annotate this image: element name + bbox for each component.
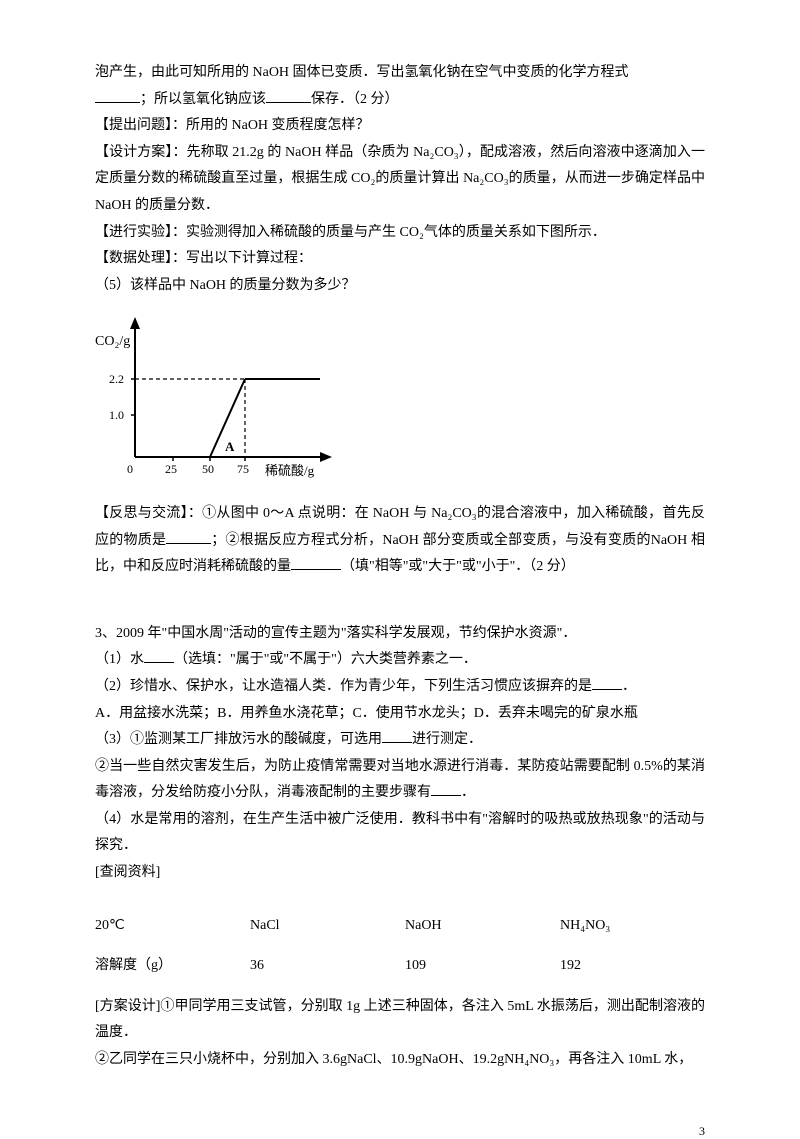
- table-cell: 溶解度（g）: [95, 953, 250, 980]
- svg-text:稀硫酸/g: 稀硫酸/g: [265, 463, 315, 478]
- fill-blank[interactable]: [144, 648, 174, 663]
- svg-text:75: 75: [237, 462, 249, 476]
- paragraph: （3）①监测某工厂排放污水的酸碱度，可选用 进行测定．: [95, 727, 705, 754]
- paragraph: （5）该样品中 NaOH 的质量分数为多少？: [95, 273, 705, 300]
- text: 进行测定．: [412, 732, 482, 747]
- fill-blank[interactable]: [166, 529, 211, 544]
- paragraph: 【进行实验】：实验测得加入稀硫酸的质量与产生 CO₂气体的质量关系如下图所示．: [95, 220, 705, 247]
- table-cell: 36: [250, 953, 405, 980]
- text: （4）水是常用的溶剂，在生产生活中被广泛使用．教科书中有"溶解时的吸热或放热现象…: [95, 812, 705, 854]
- text: 3、2009 年"中国水周"活动的宣传主题为"落实科学发展观，节约保护水资源"．: [95, 626, 576, 641]
- text: A．用盆接水洗菜；B．用养鱼水浇花草；C．使用节水龙头；D．丢弃未喝完的矿泉水瓶: [95, 706, 638, 721]
- text: 【设计方案】：先称取 21.2g 的 NaOH 样品（杂质为 Na₂CO₃），配…: [95, 145, 705, 213]
- fill-blank[interactable]: [592, 675, 622, 690]
- text: （选填："属于"或"不属于"）六大类营养素之一．: [174, 652, 477, 667]
- paragraph: 3、2009 年"中国水周"活动的宣传主题为"落实科学发展观，节约保护水资源"．: [95, 621, 705, 648]
- text: （5）该样品中 NaOH 的质量分数为多少？: [95, 278, 356, 293]
- text: 保存．（2 分）: [311, 92, 399, 107]
- paragraph: 【反思与交流】：①从图中 0～A 点说明：在 NaOH 与 Na₂CO₃的混合溶…: [95, 501, 705, 581]
- text: 泡产生，由此可知所用的 NaOH 固体已变质．写出氢氧化钠在空气中变质的化学方程…: [95, 65, 629, 80]
- svg-text:25: 25: [165, 462, 177, 476]
- table-cell: NaOH: [405, 913, 560, 940]
- text: 【提出问题】：所用的 NaOH 变质程度怎样？: [95, 118, 370, 133]
- table-cell: NH₄NO₃: [560, 913, 700, 940]
- solubility-table: 20℃NaClNaOHNH₄NO₃ 溶解度（g）36109192: [95, 913, 705, 980]
- paragraph: 【设计方案】：先称取 21.2g 的 NaOH 样品（杂质为 Na₂CO₃），配…: [95, 140, 705, 220]
- paragraph: （4）水是常用的溶剂，在生产生活中被广泛使用．教科书中有"溶解时的吸热或放热现象…: [95, 807, 705, 860]
- text: （3）①监测某工厂排放污水的酸碱度，可选用: [95, 732, 382, 747]
- text: 【进行实验】：实验测得加入稀硫酸的质量与产生 CO₂气体的质量关系如下图所示．: [95, 225, 606, 240]
- paragraph: 泡产生，由此可知所用的 NaOH 固体已变质．写出氢氧化钠在空气中变质的化学方程…: [95, 60, 705, 87]
- fill-blank[interactable]: [382, 728, 412, 743]
- paragraph: ；所以氢氧化钠应该 保存．（2 分）: [95, 87, 705, 114]
- fill-blank[interactable]: [431, 781, 461, 796]
- paragraph: 【提出问题】：所用的 NaOH 变质程度怎样？: [95, 113, 705, 140]
- svg-text:A: A: [225, 439, 235, 454]
- fill-blank[interactable]: [95, 88, 140, 103]
- paragraph: [方案设计]①甲同学用三支试管，分别取 1g 上述三种固体，各注入 5mL 水振…: [95, 994, 705, 1047]
- text: （填"相等"或"大于"或"小于"．（2 分）: [341, 559, 575, 574]
- page-number: 3: [0, 1114, 800, 1139]
- co2-chart: CO₂/g 2.2 1.0 0 25 50 75 稀硫酸/g A: [95, 307, 705, 493]
- table-cell: 109: [405, 953, 560, 980]
- chart-svg: CO₂/g 2.2 1.0 0 25 50 75 稀硫酸/g A: [95, 307, 335, 482]
- svg-text:1.0: 1.0: [109, 408, 124, 422]
- paragraph: 【数据处理】：写出以下计算过程：: [95, 246, 705, 273]
- svg-text:50: 50: [202, 462, 214, 476]
- page-number-value: 3: [699, 1124, 705, 1138]
- paragraph: （2）珍惜水、保护水，让水造福人类．作为青少年，下列生活习惯应该摒弃的是 ．: [95, 674, 705, 701]
- text: ．: [461, 785, 475, 800]
- text: ；所以氢氧化钠应该: [140, 92, 266, 107]
- table-cell: 20℃: [95, 913, 250, 940]
- spacer: [95, 581, 705, 621]
- text: ．: [622, 679, 636, 694]
- table-cell: 192: [560, 953, 700, 980]
- paragraph: （1）水 （选填："属于"或"不属于"）六大类营养素之一．: [95, 647, 705, 674]
- text: [查阅资料]: [95, 865, 160, 880]
- svg-text:2.2: 2.2: [109, 372, 124, 386]
- text: （2）珍惜水、保护水，让水造福人类．作为青少年，下列生活习惯应该摒弃的是: [95, 679, 592, 694]
- text: [方案设计]①甲同学用三支试管，分别取 1g 上述三种固体，各注入 5mL 水振…: [95, 999, 705, 1041]
- document-page: 泡产生，由此可知所用的 NaOH 固体已变质．写出氢氧化钠在空气中变质的化学方程…: [0, 0, 800, 1114]
- text: ②乙同学在三只小烧杯中，分别加入 3.6gNaCl、10.9gNaOH、19.2…: [95, 1052, 692, 1067]
- paragraph: ②当一些自然灾害发生后，为防止疫情常需要对当地水源进行消毒．某防疫站需要配制 0…: [95, 754, 705, 807]
- text: 【数据处理】：写出以下计算过程：: [95, 251, 312, 266]
- paragraph: [查阅资料]: [95, 860, 705, 887]
- table-row: 溶解度（g）36109192: [95, 953, 705, 980]
- text: （1）水: [95, 652, 144, 667]
- paragraph: ②乙同学在三只小烧杯中，分别加入 3.6gNaCl、10.9gNaOH、19.2…: [95, 1047, 705, 1074]
- fill-blank[interactable]: [266, 88, 311, 103]
- spacer: [95, 887, 705, 901]
- table-cell: NaCl: [250, 913, 405, 940]
- svg-text:0: 0: [127, 462, 133, 476]
- text: ②当一些自然灾害发生后，为防止疫情常需要对当地水源进行消毒．某防疫站需要配制 0…: [95, 759, 705, 801]
- fill-blank[interactable]: [291, 555, 341, 570]
- table-row: 20℃NaClNaOHNH₄NO₃: [95, 913, 705, 940]
- paragraph: A．用盆接水洗菜；B．用养鱼水浇花草；C．使用节水龙头；D．丢弃未喝完的矿泉水瓶: [95, 701, 705, 728]
- svg-text:CO₂/g: CO₂/g: [95, 334, 130, 349]
